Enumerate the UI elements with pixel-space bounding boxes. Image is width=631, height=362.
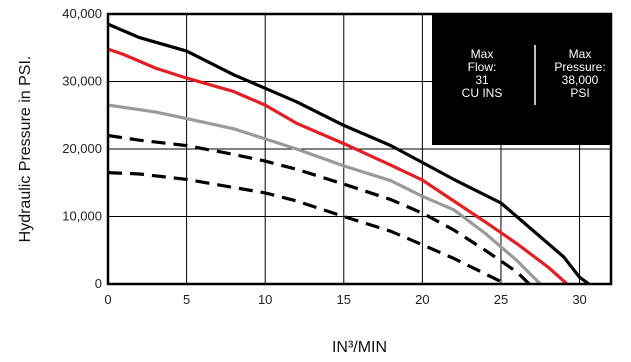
y-tick-label: 20,000 bbox=[62, 141, 102, 156]
tick-labels: 0 5 10 15 20 25 30 0 10,000 20,000 30,000 40,000 bbox=[62, 6, 587, 307]
series-line-2 bbox=[107, 47, 569, 286]
x-tick-label: 25 bbox=[494, 292, 508, 307]
info-text: PSI bbox=[570, 86, 589, 100]
series-layer bbox=[107, 22, 590, 286]
y-axis-title: Hydraulic Pressure in PSI. bbox=[17, 56, 34, 243]
y-tick-label: 0 bbox=[95, 276, 102, 291]
x-tick-label: 20 bbox=[415, 292, 429, 307]
y-tick-label: 10,000 bbox=[62, 209, 102, 224]
info-text: Max bbox=[471, 47, 494, 61]
series-line-3 bbox=[107, 103, 542, 286]
info-text: Pressure: bbox=[554, 60, 605, 74]
x-axis-title: IN³/MIN bbox=[332, 339, 387, 356]
series-line-4 bbox=[107, 133, 531, 286]
y-tick-label: 30,000 bbox=[62, 74, 102, 89]
series-line-5 bbox=[107, 171, 507, 286]
series-line-1 bbox=[107, 22, 590, 286]
y-tick-label: 40,000 bbox=[62, 6, 102, 21]
info-text: CU INS bbox=[462, 86, 503, 100]
info-box-background bbox=[432, 14, 611, 145]
info-text: Flow: bbox=[468, 60, 497, 74]
x-tick-label: 10 bbox=[258, 292, 272, 307]
x-tick-label: 0 bbox=[104, 292, 111, 307]
info-text: Max bbox=[569, 47, 592, 61]
x-tick-label: 15 bbox=[337, 292, 351, 307]
info-text: 31 bbox=[475, 73, 489, 87]
x-tick-label: 30 bbox=[572, 292, 586, 307]
x-tick-label: 5 bbox=[183, 292, 190, 307]
plot-frame bbox=[106, 12, 613, 286]
info-text: 38,000 bbox=[562, 73, 599, 87]
